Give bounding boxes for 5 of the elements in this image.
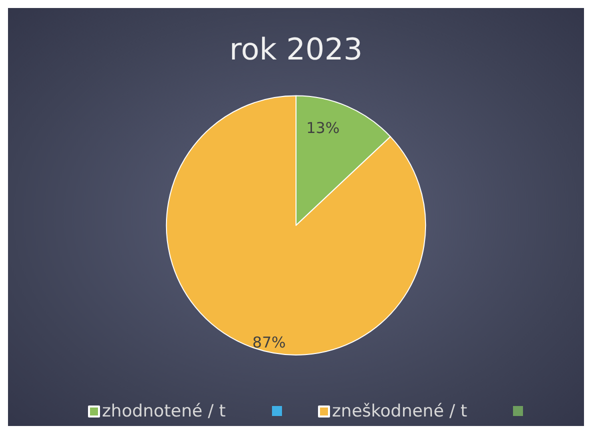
data-label: 13% [306,119,340,138]
data-label: 87% [252,334,286,352]
legend-label: zhodnotené / t [102,402,226,422]
legend-label: zneškodnené / t [332,402,468,422]
chart-title: rok 2023 [229,32,363,68]
